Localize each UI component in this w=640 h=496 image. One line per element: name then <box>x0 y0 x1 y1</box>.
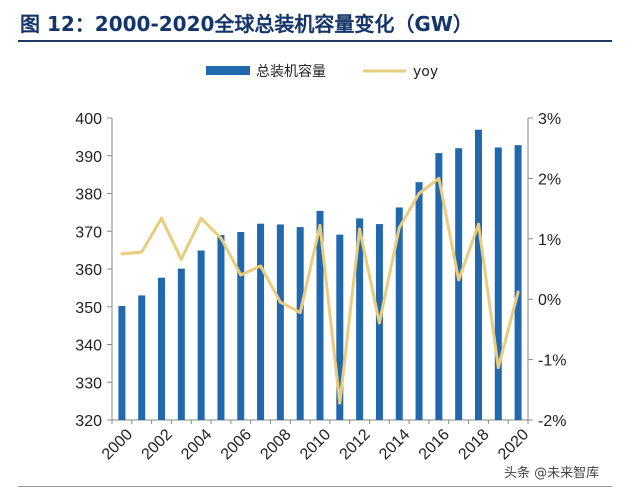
bar-2006 <box>237 232 245 420</box>
yoy-point-2013 <box>377 321 381 325</box>
yoy-point-2019 <box>496 365 500 369</box>
bars <box>118 129 522 421</box>
left-axis-tick-label: 320 <box>75 413 102 430</box>
left-axis-tick-label: 350 <box>75 300 102 317</box>
x-axis-tick-label: 2016 <box>416 426 453 463</box>
legend-swatch-capacity <box>206 66 250 75</box>
bar-2020 <box>514 145 522 420</box>
chart-title: 图 12：2000-2020全球总装机容量变化（GW） <box>20 12 473 36</box>
yoy-point-2009 <box>298 310 302 314</box>
bar-2002 <box>158 277 166 420</box>
left-axis-tick-label: 330 <box>75 375 102 392</box>
x-axis-tick-label: 2006 <box>218 426 255 463</box>
yoy-point-2005 <box>219 236 223 240</box>
x-axis-tick-label: 2012 <box>337 426 374 463</box>
yoy-point-2018 <box>476 222 480 226</box>
bar-2005 <box>217 235 225 420</box>
bar-2015 <box>415 182 423 420</box>
yoy-point-2014 <box>397 226 401 230</box>
bar-2016 <box>435 153 443 421</box>
right-axis-tick-label: 0% <box>538 292 561 309</box>
right-axis-tick-label: 1% <box>538 232 561 249</box>
bar-2014 <box>395 207 403 420</box>
yoy-point-2006 <box>239 273 243 277</box>
x-axis-tick-label: 2002 <box>139 426 176 463</box>
yoy-point-2004 <box>199 216 203 220</box>
title-divider <box>18 40 612 42</box>
left-axis-tick-label: 390 <box>75 149 102 166</box>
bar-2010 <box>316 210 324 420</box>
watermark: 头条 @未来智库 <box>504 466 600 481</box>
bottom-divider <box>18 486 612 487</box>
bar-2007 <box>257 223 265 420</box>
bar-2012 <box>356 218 364 420</box>
yoy-point-2001 <box>140 250 144 254</box>
bar-2004 <box>197 250 205 420</box>
yoy-point-2017 <box>457 278 461 282</box>
x-axis-tick-label: 2018 <box>455 426 492 463</box>
left-axis-tick-label: 360 <box>75 262 102 279</box>
yoy-line-layer <box>120 176 520 405</box>
legend: 总装机容量 yoy <box>206 63 438 80</box>
x-axis-tick-label: 2014 <box>376 426 413 463</box>
yoy-point-2000 <box>120 252 124 256</box>
left-axis-tick-label: 400 <box>75 111 102 128</box>
right-axis-tick-label: 3% <box>538 111 561 128</box>
legend-label-yoy: yoy <box>413 64 438 80</box>
x-axis-tick-label: 2008 <box>257 426 294 463</box>
yoy-point-2007 <box>259 264 263 268</box>
right-axis-tick-label: 2% <box>538 171 561 188</box>
yoy-point-2008 <box>278 300 282 304</box>
x-axis-tick-label: 2000 <box>99 426 136 463</box>
left-axis-tick-label: 380 <box>75 187 102 204</box>
bar-2018 <box>474 129 482 420</box>
left-axis-tick-label: 370 <box>75 224 102 241</box>
yoy-point-2016 <box>437 176 441 180</box>
yoy-point-2020 <box>516 290 520 294</box>
bar-2000 <box>118 305 126 420</box>
bar-2003 <box>177 268 185 420</box>
yoy-point-2015 <box>417 192 421 195</box>
bar-2009 <box>296 227 304 420</box>
bar-2001 <box>138 295 146 420</box>
bar-2019 <box>494 147 502 420</box>
x-axis-tick-label: 2004 <box>178 426 215 463</box>
right-axis-tick-label: -2% <box>538 413 566 430</box>
yoy-point-2003 <box>179 257 183 261</box>
bar-2017 <box>455 148 463 420</box>
legend-label-capacity: 总装机容量 <box>256 63 326 80</box>
right-axis-tick-label: -1% <box>538 353 566 370</box>
yoy-point-2010 <box>318 224 322 228</box>
yoy-point-2002 <box>160 216 164 220</box>
left-axis-tick-label: 340 <box>75 338 102 355</box>
bar-2008 <box>276 224 284 420</box>
yoy-point-2012 <box>358 227 362 231</box>
x-axis-tick-label: 2010 <box>297 426 334 463</box>
x-axis-tick-label: 2020 <box>495 426 532 463</box>
yoy-point-2011 <box>338 401 342 405</box>
bar-2011 <box>336 234 344 420</box>
